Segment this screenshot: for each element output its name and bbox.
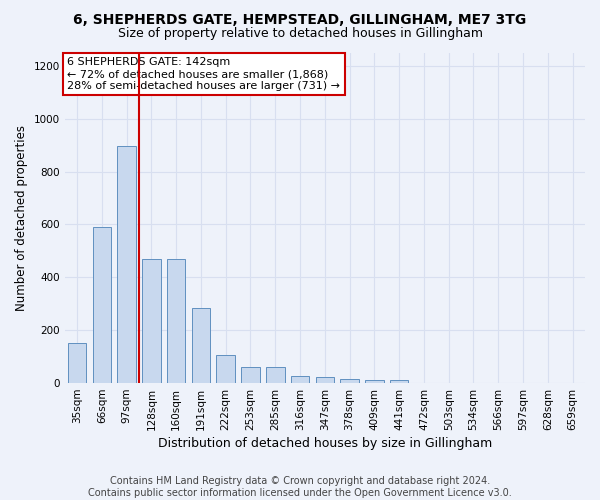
Text: Contains HM Land Registry data © Crown copyright and database right 2024.
Contai: Contains HM Land Registry data © Crown c… — [88, 476, 512, 498]
X-axis label: Distribution of detached houses by size in Gillingham: Distribution of detached houses by size … — [158, 437, 492, 450]
Bar — [217, 356, 235, 383]
Bar — [291, 376, 310, 383]
Bar — [266, 366, 284, 383]
Bar — [191, 308, 210, 383]
Bar — [68, 344, 86, 383]
Bar — [340, 380, 359, 383]
Bar — [390, 380, 409, 383]
Bar — [118, 146, 136, 383]
Y-axis label: Number of detached properties: Number of detached properties — [15, 125, 28, 311]
Bar — [241, 366, 260, 383]
Bar — [142, 259, 161, 383]
Text: Size of property relative to detached houses in Gillingham: Size of property relative to detached ho… — [118, 28, 482, 40]
Text: 6 SHEPHERDS GATE: 142sqm
← 72% of detached houses are smaller (1,868)
28% of sem: 6 SHEPHERDS GATE: 142sqm ← 72% of detach… — [67, 58, 340, 90]
Bar — [316, 378, 334, 383]
Bar — [167, 259, 185, 383]
Bar — [365, 380, 383, 383]
Bar — [92, 227, 111, 383]
Text: 6, SHEPHERDS GATE, HEMPSTEAD, GILLINGHAM, ME7 3TG: 6, SHEPHERDS GATE, HEMPSTEAD, GILLINGHAM… — [73, 12, 527, 26]
